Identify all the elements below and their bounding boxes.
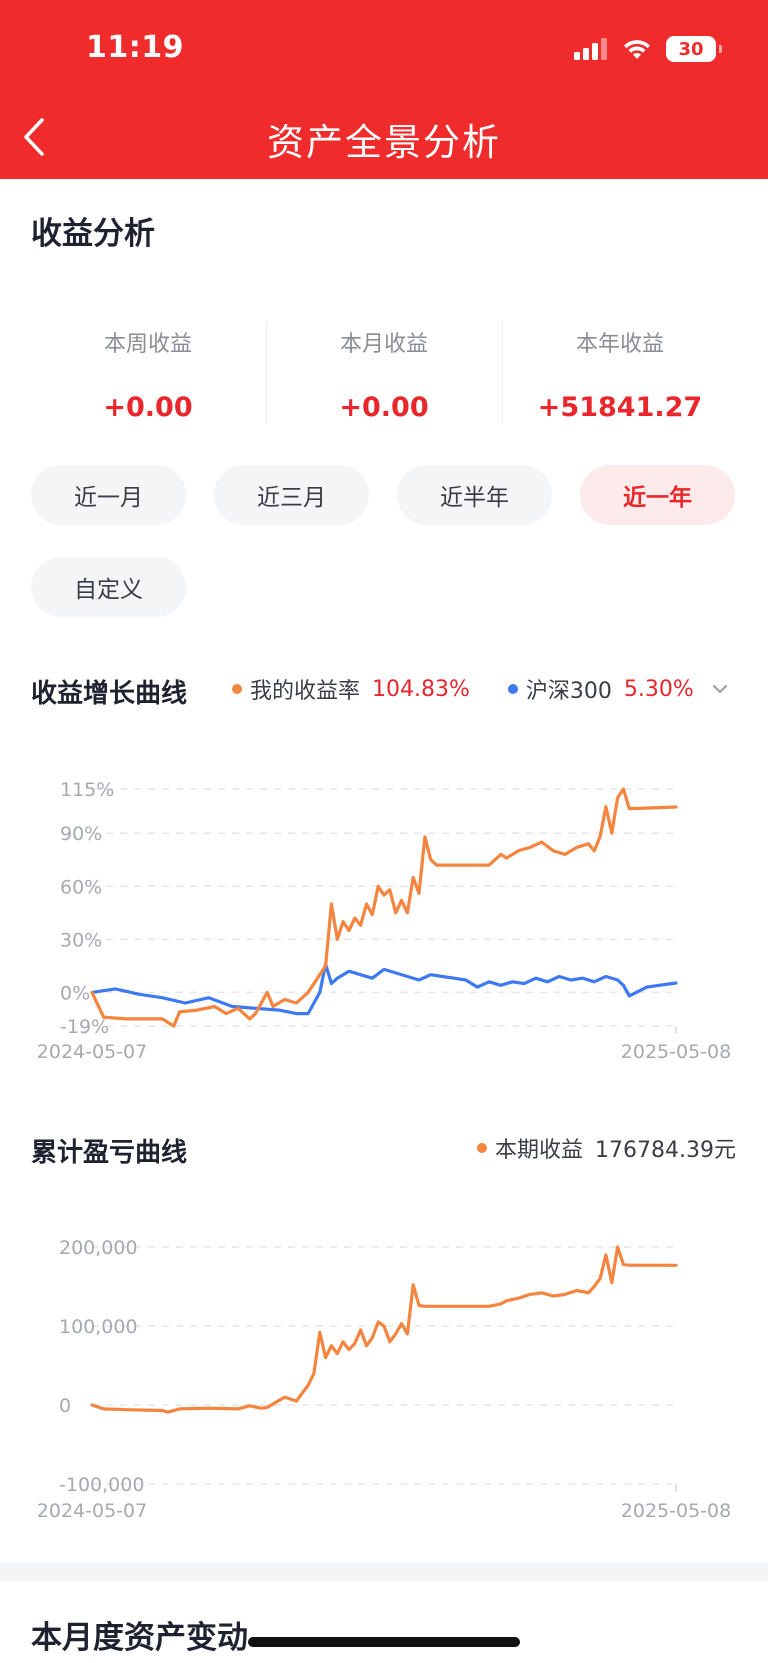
stat-month-label: 本月收益 [339,332,428,357]
pnl-legend: 本期收益 176784.39元 [477,1132,736,1164]
legend-value-pnl: 176784.39元 [595,1138,736,1163]
tab-custom[interactable]: 自定义 [31,557,186,617]
legend-name-index: 沪深300 [525,679,612,704]
series-line-f5843e [90,787,678,1028]
period-tabs: 近一月 近三月 近半年 近一年 自定义 [31,465,739,617]
cellular-signal-icon [574,38,607,60]
stat-year-value: +51841.27 [537,392,703,423]
monthly-section-title: 本月度资产变动 [31,1620,248,1656]
y-tick-label: 0 [59,1395,71,1417]
chevron-left-icon [24,118,44,156]
growth-chart: 115% 90% 60% 30% 0% -19% 2024-05-07 2025-05-08 [37,779,731,1063]
x-tick-label-start: 2024-05-07 [37,1041,147,1063]
legend-value-index: 5.30% [623,676,694,702]
section-divider [0,1563,768,1581]
x-tick-label-start: 2024-05-07 [37,1500,147,1520]
wifi-icon [624,40,650,59]
home-indicator [248,1637,520,1647]
stat-month-value: +0.00 [339,392,429,423]
y-tick-label: 115% [60,779,114,801]
tab-half-year[interactable]: 近半年 [397,465,552,525]
growth-chart-title: 收益增长曲线 [31,679,188,709]
page-title: 资产全景分析 [267,121,501,164]
battery-icon: 30 [666,36,722,62]
series-line-3d79f2 [90,962,678,1016]
status-time: 11:19 [86,30,184,65]
y-tick-label: 90% [60,823,102,845]
growth-legend: 我的收益率 104.83% 沪深300 5.30% [232,673,730,705]
stat-week-value: +0.00 [103,392,193,423]
legend-value-mine: 104.83% [372,676,470,702]
legend-name-pnl: 本期收益 [495,1138,584,1163]
y-tick-label: 0% [60,982,90,1004]
y-tick-label: -100,000 [59,1474,144,1496]
tab-1-year[interactable]: 近一年 [580,465,735,525]
stat-week-label: 本周收益 [103,332,192,357]
y-tick-label: 100,000 [59,1316,138,1338]
status-icons: 30 [574,36,722,62]
pnl-chart-title: 累计盈亏曲线 [31,1138,188,1168]
x-tick-label-end: 2025-05-08 [621,1041,731,1063]
legend-dot-index [507,684,518,694]
stat-year: 本年收益 +51841.27 [502,318,738,426]
stat-month: 本月收益 +0.00 [266,318,502,426]
back-button[interactable] [18,112,54,162]
tab-3-months[interactable]: 近三月 [214,465,369,525]
chevron-down-icon[interactable] [710,679,730,699]
legend-name-mine: 我的收益率 [250,679,361,704]
pnl-chart: 200,000 100,000 0 -100,000 2024-05-07 2025-05… [37,1237,731,1520]
series-line-f5843e [90,1245,678,1414]
y-tick-label: 30% [60,929,102,951]
x-tick-label-end: 2025-05-08 [621,1500,731,1520]
income-stats: 本周收益 +0.00 本月收益 +0.00 本年收益 +51841.27 [30,318,738,426]
y-tick-label: 200,000 [59,1237,138,1259]
top-bar: 11:19 30 资产全景分析 [0,0,768,179]
y-tick-label: -19% [60,1016,109,1038]
legend-dot-pnl [477,1143,487,1153]
y-tick-label: 60% [60,876,102,898]
tab-1-month[interactable]: 近一月 [31,465,186,525]
legend-dot-mine [232,684,242,694]
stat-year-label: 本年收益 [575,332,664,357]
stat-week: 本周收益 +0.00 [30,318,266,426]
income-section-title: 收益分析 [31,216,155,252]
